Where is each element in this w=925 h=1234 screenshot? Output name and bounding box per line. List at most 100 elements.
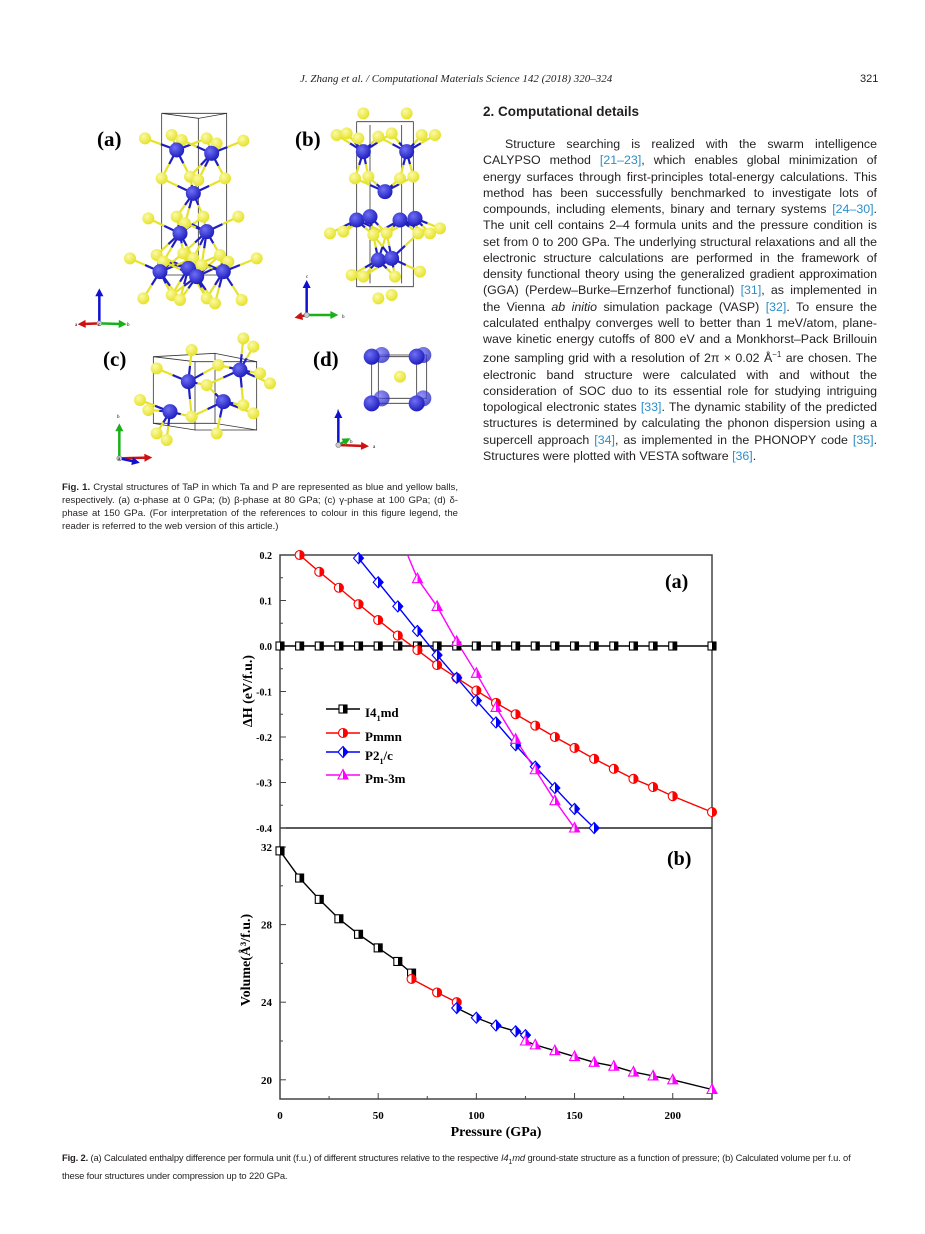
citation-link[interactable]: [21–23] (599, 153, 642, 168)
data-point-marker (666, 1073, 679, 1085)
p-atom (124, 252, 136, 265)
p-atom (200, 132, 213, 145)
data-point-marker (607, 1059, 620, 1071)
panel-label-a: (a) (665, 571, 688, 593)
data-point-marker (667, 791, 678, 802)
p-atom (362, 170, 375, 183)
data-point-marker (588, 821, 600, 835)
p-atom (214, 249, 226, 261)
p-atom (380, 227, 393, 240)
p-atom (254, 367, 266, 380)
figure-1-caption: Fig. 1. Crystal structures of TaP in whi… (62, 481, 458, 533)
series-line-circle (299, 555, 712, 813)
data-point-marker (406, 973, 417, 984)
data-point-marker (491, 641, 501, 651)
caption-text: (a) Calculated enthalpy difference per f… (88, 1152, 501, 1163)
p-atom (337, 225, 350, 238)
data-point-marker (450, 634, 463, 646)
superscript: −1 (772, 350, 782, 360)
ta-atom (152, 264, 168, 280)
y-axis-title-a: ΔH (eV/f.u.) (241, 655, 256, 727)
p-atom (195, 259, 208, 271)
axis-letter: c (98, 323, 101, 328)
citation-link[interactable]: [31] (740, 283, 762, 298)
data-point-marker (568, 802, 581, 816)
p-atom (385, 289, 398, 301)
x-tick-label: 50 (373, 1110, 385, 1122)
citation-link[interactable]: [36] (732, 448, 753, 463)
data-point-marker (608, 763, 619, 774)
y-tick-label: -0.4 (256, 824, 272, 835)
citation-link[interactable]: [33] (640, 400, 662, 415)
text: , as implemented in the Vienna (483, 283, 877, 314)
data-point-marker (609, 641, 619, 651)
data-point-marker (471, 641, 481, 651)
data-point-marker (707, 641, 717, 651)
p-atom (142, 404, 155, 416)
data-point-marker (314, 641, 324, 651)
p-atom (330, 129, 343, 141)
ta-atom (377, 184, 393, 200)
citation-link[interactable]: [34] (594, 432, 615, 447)
ta-atom (162, 404, 178, 420)
section-heading: 2. Computational details (483, 104, 640, 119)
data-point-marker (627, 1065, 640, 1077)
unit-cell-edge (161, 112, 227, 119)
p-atom (212, 359, 225, 371)
citation-link[interactable]: [24–30] (832, 202, 874, 216)
data-point-marker (275, 846, 285, 856)
data-point-marker (295, 641, 305, 651)
caption-label: Fig. 1. (62, 482, 91, 493)
data-point-marker (568, 1049, 581, 1062)
data-point-marker (569, 742, 580, 753)
axis-letter: c (306, 275, 309, 280)
y-tick-label: -0.1 (256, 688, 272, 699)
x-tick-label: 100 (468, 1110, 485, 1122)
citation-link[interactable]: [32] (765, 299, 787, 314)
citation-link[interactable]: [35] (852, 432, 874, 447)
data-point-marker (353, 641, 364, 651)
data-point-marker (411, 624, 424, 638)
legend-label-i41md: I41md (365, 705, 399, 723)
data-point-marker (628, 641, 639, 651)
series-line-triangle (525, 1040, 713, 1091)
text: . (752, 448, 757, 463)
ta-atom (169, 142, 185, 158)
series-line-square (280, 850, 413, 974)
p-atom (134, 394, 146, 406)
text: . Structures were plotted with VESTA sof… (483, 432, 878, 463)
axis-ticks (279, 554, 674, 1099)
unit-cell-edge (356, 121, 414, 288)
p-atom (340, 127, 353, 140)
data-point-marker (519, 1034, 532, 1046)
ta-atom (232, 362, 248, 378)
axis-letter: a (373, 445, 376, 450)
ta-atom (185, 185, 201, 201)
p-atom (139, 132, 151, 145)
data-point-marker (589, 641, 599, 651)
data-point-marker (470, 694, 483, 707)
x-axis-title: Pressure (GPa) (451, 1125, 542, 1140)
p-atom (352, 132, 365, 145)
series-line-triangle (406, 555, 576, 828)
y-tick-label: 0.0 (260, 642, 273, 653)
data-point-marker (490, 716, 502, 729)
caption-text: ground-state structure as a function of … (62, 1152, 851, 1181)
unit-cell-edge (214, 352, 257, 363)
p-atom (185, 410, 198, 423)
data-point-marker (490, 700, 502, 712)
y-tick-label: 0.1 (260, 597, 273, 608)
p-atom (385, 127, 398, 140)
p-atom (235, 294, 248, 306)
p-atom (394, 172, 406, 185)
data-point-marker (470, 1011, 483, 1025)
data-point-marker (550, 641, 560, 651)
p-atom (237, 399, 250, 411)
panel-label-d: (d) (313, 347, 339, 371)
p-atom (150, 362, 163, 375)
data-point-marker (510, 709, 521, 720)
ta-atom (189, 269, 205, 285)
y-tick-label: 0.2 (260, 551, 273, 562)
data-point-marker (393, 956, 403, 967)
data-point-marker (470, 666, 483, 678)
